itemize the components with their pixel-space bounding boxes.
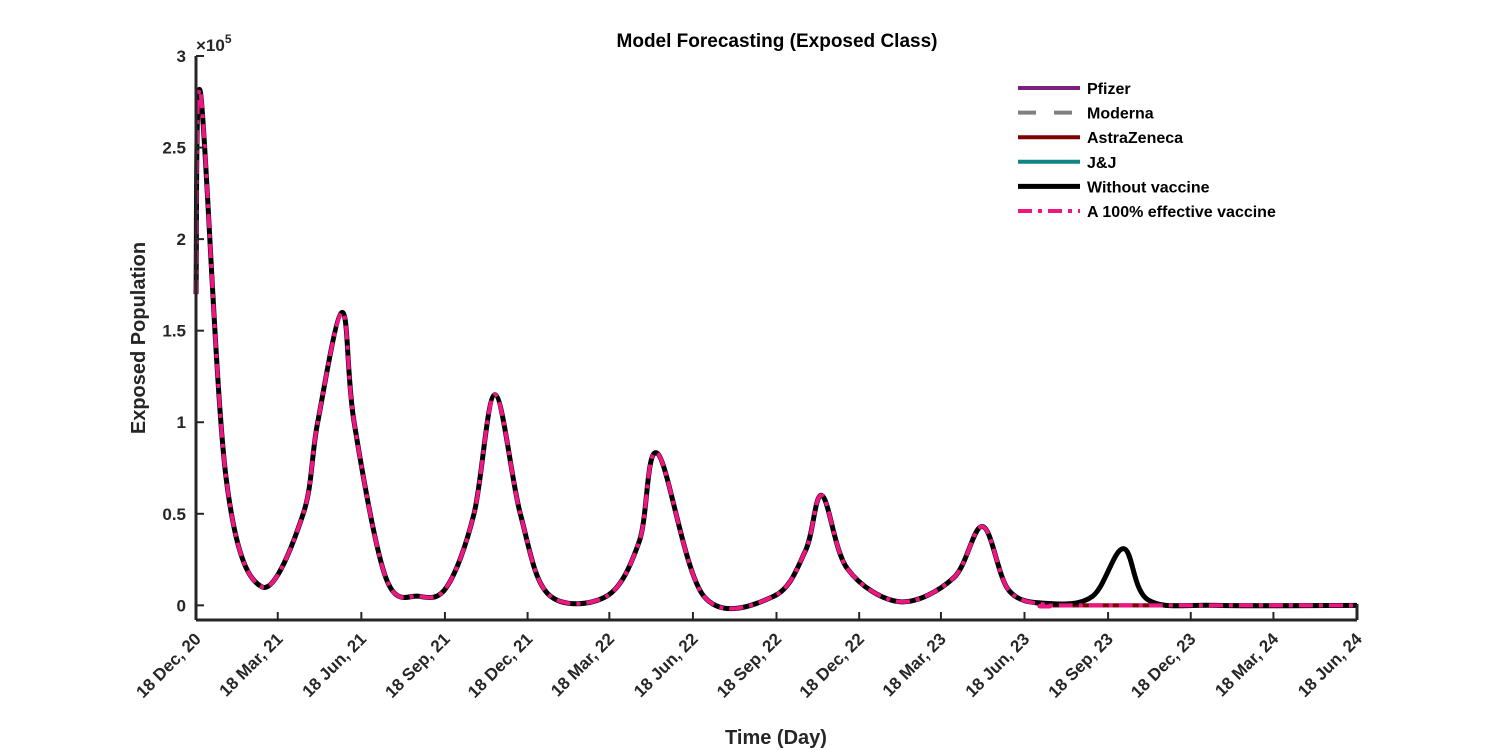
plot-lines <box>193 87 1358 612</box>
legend-label: Pfizer <box>1087 81 1131 98</box>
x-tick-label: 18 Mar, 23 <box>879 629 950 700</box>
x-tick-label: 18 Jun, 24 <box>1294 629 1366 701</box>
y-tick-label: 2.5 <box>162 139 186 158</box>
x-tick-label: 18 Sep, 23 <box>1045 629 1117 701</box>
x-tick-label: 18 Sep, 22 <box>713 629 785 701</box>
y-tick-label: 0.5 <box>162 505 186 524</box>
x-tick-label: 18 Mar, 24 <box>1211 629 1282 700</box>
x-tick-label: 18 Dec, 22 <box>796 629 868 701</box>
y-axis-label: Exposed Population <box>128 242 150 434</box>
legend-label: Without vaccine <box>1087 179 1210 196</box>
series-line <box>193 87 1358 612</box>
y-tick-label: 2 <box>177 230 186 249</box>
y-tick-label: 3 <box>177 47 186 66</box>
series-line <box>194 87 1357 611</box>
y-tick-label: 1 <box>177 413 186 432</box>
x-ticks: 18 Dec, 20 18 Mar, 21 18 Jun, 21 18 Sep, 21… <box>133 612 1366 702</box>
y-ticks: 0 0.5 1 1.5 2 2.5 3 <box>162 47 204 615</box>
legend: Pfizer Moderna AstraZeneca J&J Without vacci… <box>1018 81 1276 221</box>
series-line <box>194 87 1358 611</box>
legend-label: J&J <box>1087 155 1116 172</box>
x-axis-label: Time (Day) <box>725 727 827 749</box>
chart-title: Model Forecasting (Exposed Class) <box>617 31 938 52</box>
x-tick-label: 18 Jun, 22 <box>630 629 702 701</box>
x-tick-label: 18 Jun, 23 <box>962 629 1034 701</box>
y-tick-label: 0 <box>177 596 186 615</box>
x-tick-label: 18 Dec, 23 <box>1127 629 1199 701</box>
legend-label: AstraZeneca <box>1087 130 1183 147</box>
x-tick-label: 18 Sep, 21 <box>381 629 453 701</box>
series-line <box>194 87 1357 611</box>
y-axis-exponent: ×105 <box>196 32 232 55</box>
x-tick-label: 18 Mar, 22 <box>547 629 618 700</box>
legend-label: Moderna <box>1087 106 1154 123</box>
x-tick-label: 18 Dec, 21 <box>464 629 536 701</box>
legend-label: A 100% effective vaccine <box>1087 204 1276 221</box>
series-line <box>194 87 1357 611</box>
x-tick-label: 18 Mar, 21 <box>216 629 287 700</box>
y-tick-label: 1.5 <box>162 322 186 341</box>
x-tick-label: 18 Dec, 20 <box>133 629 205 701</box>
series-line <box>194 87 1357 611</box>
x-tick-label: 18 Jun, 21 <box>299 629 371 701</box>
